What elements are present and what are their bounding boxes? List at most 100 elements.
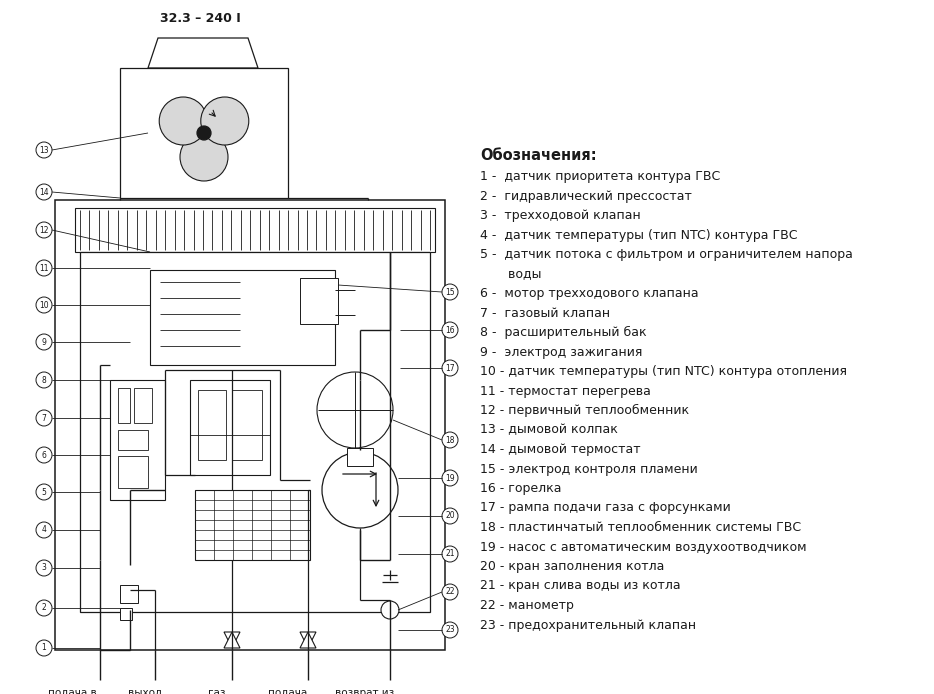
Text: газ: газ — [208, 688, 225, 694]
Text: 10 - датчик температуры (тип NTC) контура отопления: 10 - датчик температуры (тип NTC) контур… — [480, 365, 847, 378]
Text: 18: 18 — [446, 436, 455, 444]
Circle shape — [36, 484, 52, 500]
Text: 20 - кран заполнения котла: 20 - кран заполнения котла — [480, 560, 664, 573]
Bar — [198, 390, 226, 460]
Circle shape — [36, 260, 52, 276]
Bar — [150, 270, 335, 365]
Circle shape — [322, 452, 398, 528]
Text: 6 -  мотор трехходового клапана: 6 - мотор трехходового клапана — [480, 287, 699, 300]
Bar — [118, 430, 148, 450]
Text: 14 - дымовой термостат: 14 - дымовой термостат — [480, 443, 641, 456]
Text: 10: 10 — [39, 301, 49, 310]
Circle shape — [442, 622, 458, 638]
Circle shape — [36, 142, 52, 158]
Circle shape — [442, 584, 458, 600]
Text: 13: 13 — [39, 146, 49, 155]
Bar — [190, 380, 270, 475]
Bar — [300, 278, 338, 324]
Polygon shape — [224, 632, 240, 648]
Text: 6: 6 — [41, 450, 47, 459]
Circle shape — [442, 360, 458, 376]
Circle shape — [36, 560, 52, 576]
Text: 23 - предохранительный клапан: 23 - предохранительный клапан — [480, 618, 696, 632]
Polygon shape — [224, 632, 240, 648]
Bar — [347, 448, 373, 466]
Text: 12: 12 — [39, 226, 49, 235]
Text: 7: 7 — [41, 414, 47, 423]
Bar — [55, 200, 445, 650]
Polygon shape — [148, 38, 258, 68]
Bar — [120, 608, 132, 620]
Text: 22: 22 — [446, 588, 455, 597]
Text: 15 - электрод контроля пламени: 15 - электрод контроля пламени — [480, 462, 698, 475]
Text: 2: 2 — [42, 604, 47, 613]
Text: выход
горячей
воды: выход горячей воды — [122, 688, 167, 694]
Circle shape — [36, 447, 52, 463]
Bar — [232, 390, 262, 460]
Text: воды: воды — [480, 267, 542, 280]
Circle shape — [36, 297, 52, 313]
Circle shape — [180, 133, 228, 181]
Text: 23: 23 — [446, 625, 455, 634]
Circle shape — [197, 126, 211, 140]
Text: 11 - термостат перегрева: 11 - термостат перегрева — [480, 384, 651, 398]
Text: 3 -  трехходовой клапан: 3 - трехходовой клапан — [480, 209, 641, 222]
Bar — [134, 388, 152, 423]
Text: 5: 5 — [41, 487, 47, 496]
Circle shape — [36, 640, 52, 656]
Text: 17: 17 — [446, 364, 455, 373]
Text: 8 -  расширительный бак: 8 - расширительный бак — [480, 326, 646, 339]
Circle shape — [36, 222, 52, 238]
Bar — [110, 380, 165, 500]
Text: 16: 16 — [446, 325, 455, 335]
Text: возврат из
системы
отопления: возврат из системы отопления — [334, 688, 394, 694]
Polygon shape — [300, 632, 316, 648]
Text: 18 - пластинчатый теплообменник системы ГВС: 18 - пластинчатый теплообменник системы … — [480, 521, 801, 534]
Text: подача
холодной
воды: подача холодной воды — [262, 688, 314, 694]
Circle shape — [201, 97, 248, 145]
Circle shape — [36, 522, 52, 538]
Bar — [75, 208, 435, 252]
Circle shape — [442, 432, 458, 448]
Circle shape — [442, 470, 458, 486]
Bar — [118, 456, 148, 488]
Text: 8: 8 — [42, 375, 47, 384]
Text: 11: 11 — [39, 264, 49, 273]
Circle shape — [36, 410, 52, 426]
Text: 32.3 – 240 I: 32.3 – 240 I — [160, 12, 240, 25]
Text: 19: 19 — [446, 473, 455, 482]
Circle shape — [317, 372, 393, 448]
Text: 5 -  датчик потока с фильтром и ограничителем напора: 5 - датчик потока с фильтром и ограничит… — [480, 248, 853, 261]
Text: 20: 20 — [446, 511, 455, 520]
Text: 14: 14 — [39, 187, 49, 196]
Text: 4 -  датчик температуры (тип NTC) контура ГВС: 4 - датчик температуры (тип NTC) контура… — [480, 228, 798, 242]
Circle shape — [36, 600, 52, 616]
Text: 7 -  газовый клапан: 7 - газовый клапан — [480, 307, 610, 319]
Text: подача в
систему
отопления: подача в систему отопления — [44, 688, 102, 694]
Circle shape — [36, 334, 52, 350]
Text: 12 - первичный теплообменник: 12 - первичный теплообменник — [480, 404, 689, 417]
Text: 9: 9 — [41, 337, 47, 346]
Text: 17 - рампа подачи газа с форсунками: 17 - рампа подачи газа с форсунками — [480, 502, 730, 514]
Bar — [80, 252, 430, 612]
Polygon shape — [300, 632, 316, 648]
Text: 4: 4 — [41, 525, 47, 534]
Bar — [120, 68, 288, 198]
Circle shape — [442, 508, 458, 524]
Circle shape — [442, 546, 458, 562]
Circle shape — [36, 372, 52, 388]
Text: 3: 3 — [41, 564, 47, 573]
Text: 13 - дымовой колпак: 13 - дымовой колпак — [480, 423, 618, 437]
Text: 19 - насос с автоматическим воздухоотводчиком: 19 - насос с автоматическим воздухоотвод… — [480, 541, 807, 554]
Text: Обозначения:: Обозначения: — [480, 148, 597, 163]
Text: 2 -  гидравлический прессостат: 2 - гидравлический прессостат — [480, 189, 692, 203]
Text: 21 - кран слива воды из котла: 21 - кран слива воды из котла — [480, 579, 681, 593]
Circle shape — [442, 284, 458, 300]
Circle shape — [159, 97, 207, 145]
Circle shape — [442, 322, 458, 338]
Text: 22 - манометр: 22 - манометр — [480, 599, 573, 612]
Text: 9 -  электрод зажигания: 9 - электрод зажигания — [480, 346, 643, 359]
Text: 21: 21 — [446, 550, 455, 559]
Bar — [195, 490, 310, 560]
Bar — [120, 585, 138, 603]
